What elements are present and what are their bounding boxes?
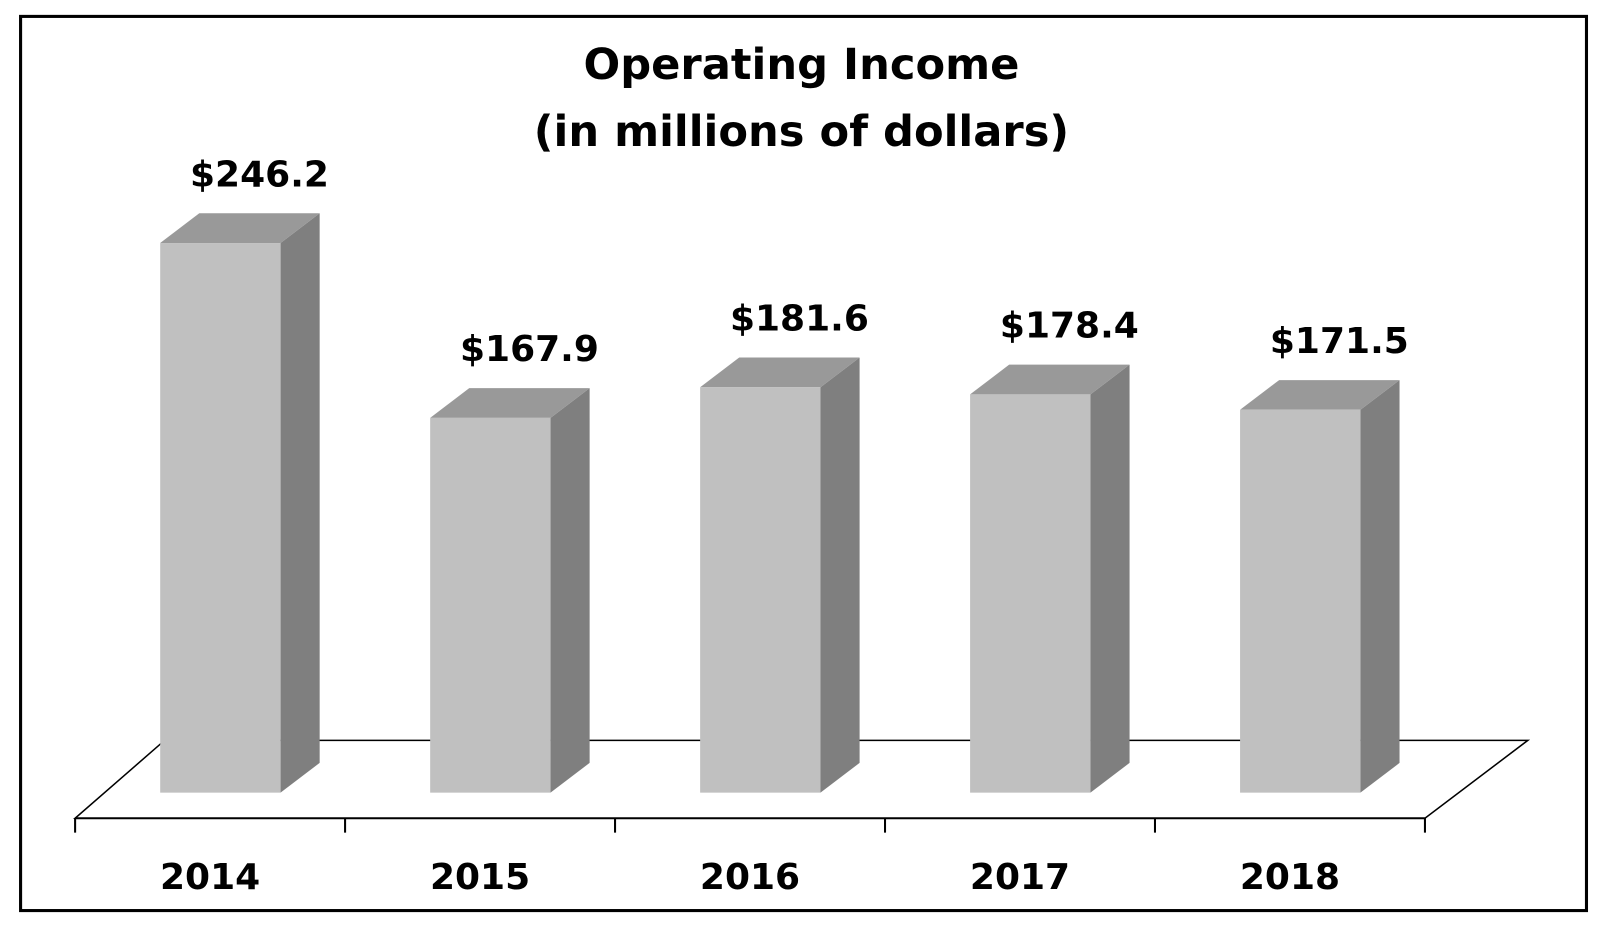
bar-top	[970, 364, 1130, 395]
bar-top	[430, 388, 590, 418]
chart-title: Operating Income	[583, 40, 1019, 90]
bar-top	[160, 213, 320, 244]
value-label: $171.5	[1270, 321, 1409, 362]
bar-side	[1360, 380, 1400, 793]
value-label: $167.9	[460, 329, 599, 370]
bar	[1240, 409, 1361, 793]
bar	[700, 387, 821, 793]
x-tick-label: 2015	[430, 857, 530, 898]
bar	[430, 417, 551, 793]
bar-top	[1240, 380, 1400, 410]
bar-side	[280, 213, 320, 793]
bar-side	[550, 388, 590, 793]
bar-side	[820, 357, 860, 793]
value-label: $178.4	[1000, 306, 1139, 347]
x-tick-label: 2016	[700, 857, 800, 898]
value-label: $181.6	[730, 299, 869, 340]
bar	[970, 394, 1091, 793]
chart-subtitle: (in millions of dollars)	[534, 107, 1069, 157]
x-tick-label: 2018	[1240, 857, 1340, 898]
bar-side	[1090, 364, 1130, 793]
x-tick-label: 2014	[160, 857, 260, 898]
value-label: $246.2	[190, 154, 329, 195]
x-tick-label: 2017	[970, 857, 1070, 898]
bar-top	[700, 357, 860, 388]
bar	[160, 243, 281, 793]
